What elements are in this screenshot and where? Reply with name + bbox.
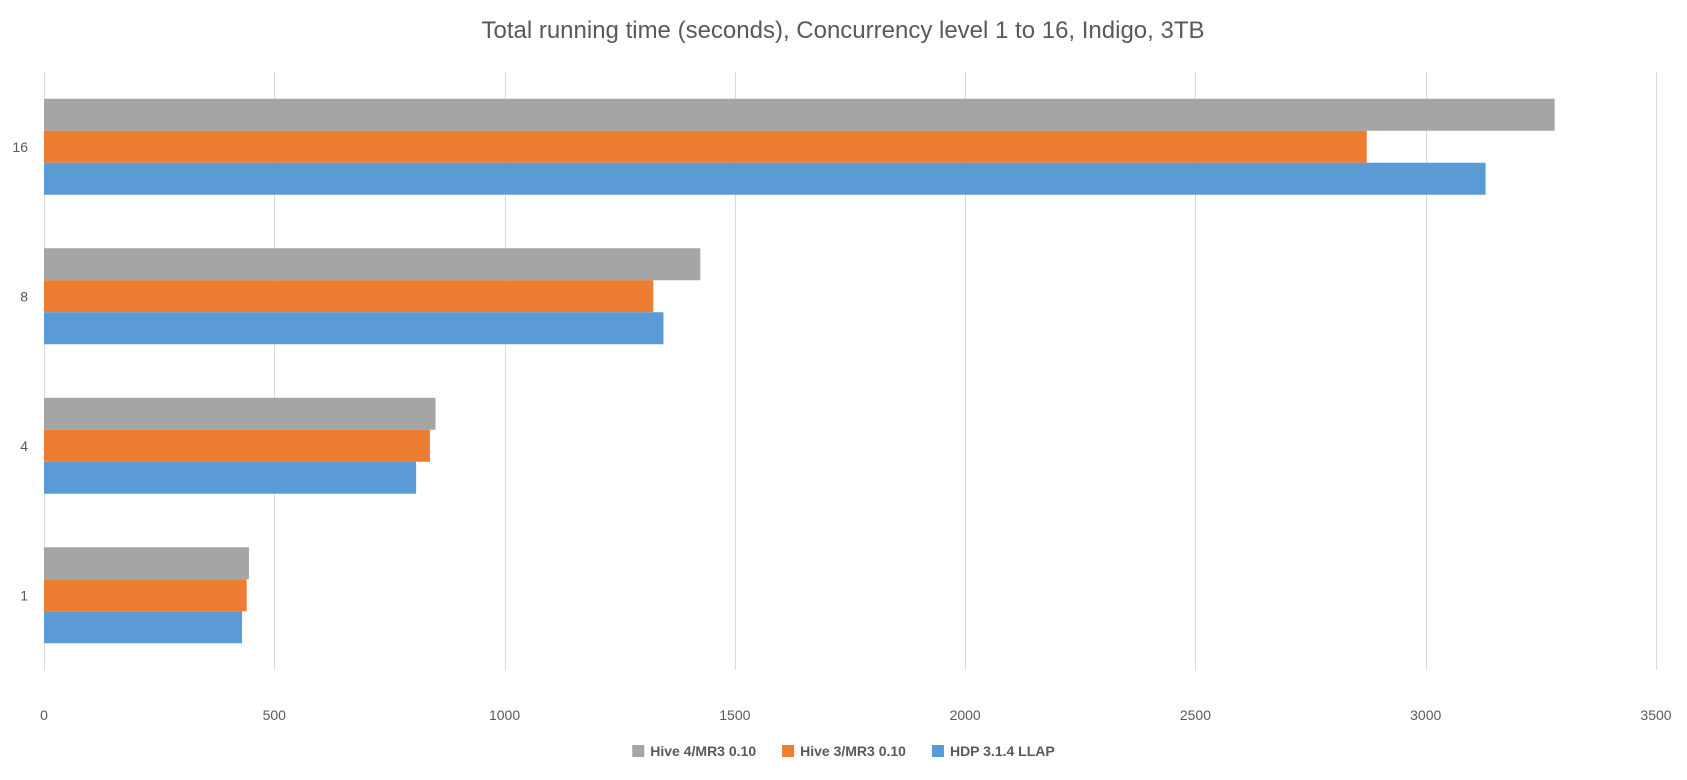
bar (44, 312, 664, 345)
legend-swatch (931, 745, 944, 757)
bar (44, 248, 701, 281)
x-tick-label: 0 (40, 707, 48, 723)
bar (44, 611, 243, 644)
chart-title: Total running time (seconds), Concurrenc… (481, 17, 1204, 44)
legend-item: Hive 3/MR3 0.10 (782, 743, 906, 759)
bar (44, 98, 1555, 131)
legend-label: Hive 3/MR3 0.10 (800, 743, 906, 759)
x-tick-label: 1500 (719, 707, 750, 723)
x-tick-label: 2000 (950, 707, 981, 723)
bar (44, 280, 654, 313)
legend-swatch (632, 745, 645, 757)
bar (44, 461, 417, 494)
legend-item: HDP 3.1.4 LLAP (931, 743, 1055, 759)
x-tick-label: 3000 (1410, 707, 1441, 723)
legend-item: Hive 4/MR3 0.10 (632, 743, 756, 759)
y-tick-label: 16 (12, 139, 28, 155)
bar (44, 397, 436, 430)
bar (44, 429, 430, 462)
legend-label: HDP 3.1.4 LLAP (950, 743, 1055, 759)
x-axis-ticks: 0 500 1000 1500 2000 2500 3000 3500 (40, 707, 1672, 723)
y-tick-label: 4 (20, 438, 28, 454)
y-axis-ticks: 1 4 8 16 (12, 139, 28, 604)
legend: Hive 4/MR3 0.10 Hive 3/MR3 0.10 HDP 3.1.4 … (632, 743, 1055, 759)
bar (44, 547, 249, 580)
y-tick-label: 8 (20, 288, 28, 304)
bar (44, 130, 1367, 163)
bar (44, 162, 1486, 195)
legend-label: Hive 4/MR3 0.10 (650, 743, 756, 759)
x-tick-label: 3500 (1640, 707, 1671, 723)
x-tick-label: 500 (263, 707, 287, 723)
legend-swatch (782, 745, 795, 757)
x-tick-label: 2500 (1180, 707, 1211, 723)
y-tick-label: 1 (20, 587, 28, 603)
x-tick-label: 1000 (489, 707, 520, 723)
bar (44, 579, 247, 612)
bars-layer (44, 98, 1555, 644)
